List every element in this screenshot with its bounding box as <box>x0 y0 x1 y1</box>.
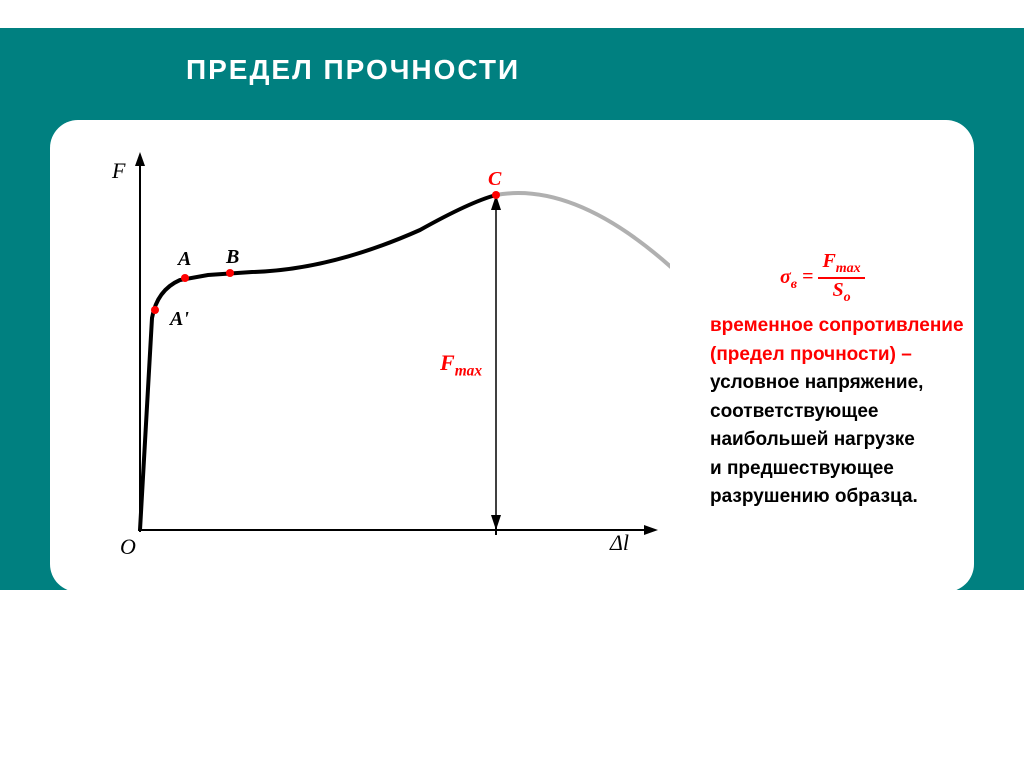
equals: = <box>802 266 818 288</box>
y-axis-label: F <box>112 158 125 184</box>
content-panel: F O Δl A' A B C Fmax σв = Fmax So <box>50 120 974 592</box>
x-axis-label: Δl <box>610 530 629 556</box>
desc-l2: соответствующее <box>710 398 1015 427</box>
description: временное сопротивление (предел прочност… <box>710 312 1015 512</box>
y-axis-arrow <box>135 152 145 166</box>
slide: ПРЕДЕЛ ПРОЧНОСТИ <box>0 0 1024 767</box>
fmax-f: F <box>440 350 455 375</box>
point-b <box>226 269 234 277</box>
sigma: σв <box>780 266 797 288</box>
curve-gray <box>496 193 670 280</box>
fmax-label: Fmax <box>440 350 482 380</box>
fraction-numerator: Fmax <box>818 250 864 279</box>
fraction: Fmax So <box>818 250 864 306</box>
top-strip <box>0 0 1024 28</box>
stress-strain-chart: F O Δl A' A B C Fmax <box>80 140 670 580</box>
label-c: C <box>488 168 501 191</box>
desc-l4: и предшествующее <box>710 455 1015 484</box>
chart-svg <box>80 140 670 580</box>
point-c <box>492 191 500 199</box>
point-aprime <box>151 306 159 314</box>
desc-red1: временное сопротивление <box>710 312 1015 341</box>
label-a: A <box>178 248 191 271</box>
point-a <box>181 274 189 282</box>
teal-band: ПРЕДЕЛ ПРОЧНОСТИ <box>0 28 1024 590</box>
desc-red2: (предел прочности) – <box>710 341 1015 370</box>
desc-l3: наибольшей нагрузке <box>710 426 1015 455</box>
label-b: B <box>226 246 239 269</box>
x-axis-arrow <box>644 525 658 535</box>
formula: σв = Fmax So <box>780 250 940 306</box>
fmax-sub: max <box>455 362 482 379</box>
desc-l1: условное напряжение, <box>710 369 1015 398</box>
desc-l5: разрушению образца. <box>710 483 1015 512</box>
page-title: ПРЕДЕЛ ПРОЧНОСТИ <box>186 54 520 86</box>
fraction-denominator: So <box>818 279 864 306</box>
label-aprime: A' <box>170 308 189 331</box>
origin-label: O <box>120 534 136 560</box>
